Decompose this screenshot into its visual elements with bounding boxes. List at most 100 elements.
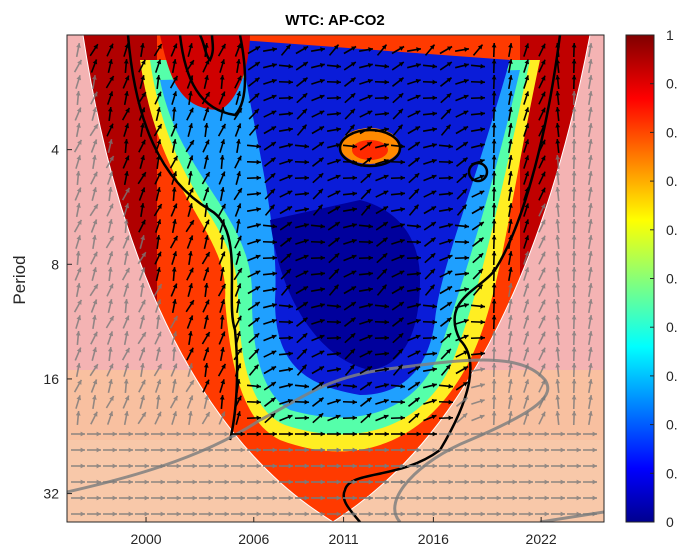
phase-arrow (507, 90, 513, 106)
phase-arrow (507, 218, 513, 234)
phase-arrow (471, 398, 485, 405)
phase-arrow (491, 394, 497, 410)
phase-arrow (523, 43, 530, 57)
phase-arrow (491, 314, 497, 330)
phase-arrow (523, 299, 530, 313)
phase-arrow (151, 447, 165, 453)
phase-arrow (183, 511, 197, 517)
phase-arrow (390, 159, 406, 165)
phase-arrow (374, 127, 390, 133)
phase-arrow (203, 154, 209, 170)
phase-arrow (90, 219, 98, 233)
phase-arrow (392, 92, 404, 104)
phase-arrow (423, 479, 437, 485)
phase-arrow (135, 495, 149, 501)
phase-arrow (235, 171, 241, 185)
phase-arrow (138, 347, 146, 361)
phase-arrow (454, 239, 470, 245)
phase-arrow (310, 271, 326, 277)
phase-arrow (105, 395, 115, 409)
phase-arrow (153, 363, 163, 377)
phase-arrow (456, 188, 468, 200)
phase-arrow (231, 511, 245, 517)
phase-arrow (407, 431, 421, 437)
phase-arrow (551, 511, 565, 517)
phase-arrow (295, 238, 309, 245)
phase-arrow (375, 463, 389, 469)
phase-arrow (312, 412, 324, 424)
phase-arrow (423, 383, 437, 389)
phase-arrow (155, 346, 161, 362)
phase-arrow (169, 395, 179, 409)
phase-arrow (234, 395, 242, 409)
phase-arrow (279, 398, 293, 405)
y-tick-label: 8 (51, 256, 59, 272)
phase-arrow (440, 332, 452, 344)
phase-arrow (343, 479, 357, 485)
phase-arrow (231, 447, 245, 453)
phase-arrow (523, 363, 530, 377)
phase-arrow (438, 175, 454, 181)
phase-arrow (326, 95, 342, 101)
phase-arrow (90, 379, 98, 393)
phase-arrow (507, 314, 513, 330)
phase-arrow (123, 378, 129, 394)
phase-arrow (491, 298, 497, 314)
phase-arrow (123, 43, 130, 57)
phase-arrow (90, 411, 98, 425)
phase-arrow (310, 255, 326, 261)
phase-arrow (105, 235, 115, 249)
phase-arrow (171, 58, 177, 74)
phase-arrow (327, 221, 341, 231)
phase-arrow (391, 301, 405, 311)
phase-arrow (91, 267, 97, 281)
phase-arrow (571, 170, 577, 186)
phase-arrow (262, 271, 278, 277)
phase-arrow (138, 187, 146, 201)
phase-arrow (103, 511, 117, 517)
phase-arrow (391, 447, 405, 453)
phase-arrow (295, 479, 309, 485)
phase-arrow (587, 298, 593, 314)
phase-arrow (358, 47, 374, 53)
phase-arrow (587, 282, 593, 298)
phase-arrow (571, 314, 577, 330)
phase-arrow (538, 267, 546, 281)
phase-arrow (503, 431, 517, 437)
phase-arrow (455, 463, 469, 469)
phase-arrow (186, 395, 194, 409)
phase-arrow (215, 479, 229, 485)
phase-arrow (247, 463, 261, 469)
phase-arrow (87, 431, 101, 437)
phase-arrow (407, 350, 421, 358)
phase-arrow (231, 479, 245, 485)
phase-arrow (422, 63, 438, 69)
plot-frame (66, 34, 605, 523)
phase-arrow (471, 447, 485, 453)
phase-arrow (155, 74, 161, 90)
phase-arrow (246, 415, 262, 421)
phase-arrow (87, 511, 101, 517)
phase-arrow (407, 479, 421, 485)
phase-arrow (439, 511, 453, 517)
phase-arrow (247, 77, 261, 87)
phase-arrow (202, 139, 210, 153)
phase-arrow (89, 43, 99, 57)
phase-arrow (538, 283, 546, 297)
phase-arrow (491, 170, 497, 186)
phase-arrow (455, 431, 469, 437)
phase-arrow (423, 414, 437, 422)
phase-arrow (236, 298, 241, 314)
phase-arrow (359, 318, 373, 325)
phase-arrow (455, 365, 469, 375)
phase-arrow (295, 254, 309, 262)
phase-arrow (423, 158, 437, 165)
phase-arrow (75, 250, 81, 266)
phase-arrow (327, 383, 341, 389)
phase-arrow (391, 254, 405, 262)
phase-arrow (422, 111, 438, 117)
phase-arrow (278, 79, 294, 85)
phase-arrow (311, 63, 325, 69)
phase-arrow (471, 414, 485, 422)
phase-arrow (342, 383, 358, 389)
